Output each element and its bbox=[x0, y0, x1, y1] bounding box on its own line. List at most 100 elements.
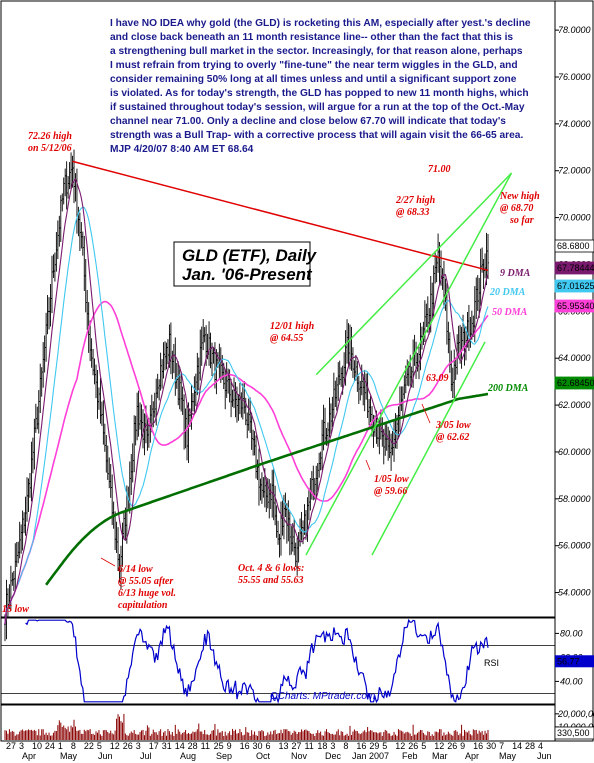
month-label: May bbox=[499, 751, 517, 761]
month-label: Feb bbox=[402, 751, 418, 761]
annotation-dec-high: 12/01 high bbox=[270, 321, 315, 332]
price-badge-label: 67.01625 bbox=[557, 281, 594, 291]
volume-bars bbox=[4, 713, 489, 740]
price-badge bbox=[554, 239, 594, 253]
annotation-may-high: 72.26 high bbox=[28, 131, 72, 142]
price-tick-label: 78.0000 bbox=[558, 25, 591, 35]
day-label: 3 bbox=[330, 741, 335, 751]
price-badge bbox=[554, 299, 594, 313]
day-label: 28 bbox=[188, 741, 198, 751]
rsi-badge bbox=[555, 655, 594, 668]
day-label: 11 bbox=[201, 741, 210, 751]
day-label: 17 bbox=[149, 741, 159, 751]
ma-9-line bbox=[4, 178, 489, 625]
annotation-feb-high: @ 68.33 bbox=[396, 207, 429, 218]
day-label: 27 bbox=[6, 741, 16, 751]
annotation-oct-lows: Oct. 4 & 6 lows: bbox=[238, 563, 304, 574]
day-label: 5 bbox=[97, 741, 102, 751]
price-tick-label: 58.0000 bbox=[558, 494, 591, 504]
channel-lower-line-2 bbox=[305, 172, 513, 556]
annotation-new-high: New high bbox=[499, 191, 540, 202]
volume-tick-label: 20,000,00 bbox=[557, 709, 594, 719]
rsi-path bbox=[25, 618, 489, 704]
annotations: 72.26 high on 5/12/06 6/14 low @ 55.05 a… bbox=[2, 131, 540, 615]
day-label: 5 bbox=[382, 741, 387, 751]
day-label: 30 bbox=[486, 741, 496, 751]
day-label: 28 bbox=[525, 741, 535, 751]
day-label: 18 bbox=[317, 741, 327, 751]
month-label: Apr bbox=[22, 751, 36, 761]
chart-subtitle: Jan. '06-Present bbox=[182, 265, 313, 284]
day-label: 14 bbox=[512, 741, 522, 751]
commentary-line: I have NO IDEA why gold (the GLD) is roc… bbox=[110, 18, 531, 29]
rsi-line bbox=[1, 618, 555, 704]
day-label: 8 bbox=[71, 741, 76, 751]
annotation-jan-low: 1/05 low bbox=[374, 474, 409, 485]
day-label: 1 bbox=[58, 741, 63, 751]
rsi-label: RSI bbox=[484, 658, 499, 668]
label-9dma: 9 DMA bbox=[500, 268, 531, 279]
day-label: 10 bbox=[32, 741, 42, 751]
month-label: Jul bbox=[140, 751, 152, 761]
price-tick-label: 60.0000 bbox=[558, 447, 591, 457]
title-box bbox=[173, 241, 311, 287]
chart-title: GLD (ETF), Daily bbox=[182, 246, 318, 265]
day-label: 16 bbox=[356, 741, 366, 751]
day-label: 9 bbox=[227, 741, 232, 751]
month-label: Nov bbox=[291, 751, 308, 761]
ma-20-line bbox=[4, 206, 489, 625]
day-label: 9 bbox=[460, 741, 465, 751]
annotation-new-high: so far bbox=[509, 215, 534, 226]
annotation-oct-lows: 55.55 and 55.63 bbox=[238, 575, 304, 586]
day-label: 22 bbox=[84, 741, 94, 751]
annotation-mar-low: 3/05 low bbox=[435, 420, 471, 431]
day-label: 13 bbox=[279, 741, 289, 751]
day-label: 27 bbox=[291, 741, 301, 751]
price-bars bbox=[4, 149, 489, 642]
price-tick-label: 72.0000 bbox=[558, 166, 591, 176]
day-labels: 27 3 10 24 1 8 22 5 12 26 3 17 31 14 28 11 25 9 16 30 6 13 27 1… bbox=[6, 741, 543, 751]
day-label: 16 bbox=[240, 741, 250, 751]
price-tick-label: 56.0000 bbox=[558, 541, 591, 551]
commentary: I have NO IDEA why gold (the GLD) is roc… bbox=[110, 18, 531, 155]
price-tick-label: 64.0000 bbox=[558, 353, 591, 363]
overlay-lines bbox=[4, 160, 513, 625]
day-label: 5 bbox=[421, 741, 426, 751]
price-tick-label: 62.0000 bbox=[558, 400, 591, 410]
price-axis-area bbox=[554, 0, 594, 742]
day-label: 24 bbox=[45, 741, 55, 751]
annotation-pointer bbox=[365, 459, 371, 471]
chart-credit: QCharts: MPtrader.com bbox=[270, 691, 375, 702]
day-label: 3 bbox=[19, 741, 24, 751]
price-tick-label: 54.0000 bbox=[558, 588, 591, 598]
day-label: 7 bbox=[499, 741, 504, 751]
annotation-channel-top: 71.00 bbox=[428, 164, 451, 175]
month-label: Jun bbox=[98, 751, 113, 761]
annotation-jan-low: @ 59.66 bbox=[374, 486, 407, 497]
day-label: 11 bbox=[304, 741, 313, 751]
day-label: 31 bbox=[162, 741, 172, 751]
annotation-dec-high: @ 64.55 bbox=[270, 333, 303, 344]
month-label: Aug bbox=[180, 751, 196, 761]
price-badge-label: 65.95340 bbox=[557, 301, 594, 311]
channel-lower-line bbox=[371, 341, 486, 556]
commentary-line: I must refrain from trying to overly "fi… bbox=[110, 60, 518, 71]
commentary-line: strength was a Bull Trap- with a correct… bbox=[110, 130, 523, 141]
month-label: Jan 2007 bbox=[352, 751, 389, 761]
price-badge bbox=[554, 376, 594, 390]
price-badge-label: 68.6800 bbox=[557, 241, 590, 251]
label-20dma: 20 DMA bbox=[489, 287, 526, 298]
commentary-line: and close back beneath an 11 month resis… bbox=[110, 32, 513, 43]
price-tick-label: 70.0000 bbox=[558, 213, 591, 223]
day-label: 26 bbox=[123, 741, 133, 751]
annotation-june-low: 6/13 huge vol. bbox=[118, 588, 176, 599]
annotation-june-low: 6/14 low bbox=[118, 564, 153, 575]
annotation-new-high: @ 68.70 bbox=[500, 203, 533, 214]
day-label: 29 bbox=[369, 741, 379, 751]
price-badge bbox=[554, 261, 594, 275]
price-badges: 68.6800 67.78444 67.01625 65.95340 62.68450 5… bbox=[554, 239, 594, 740]
price-tick-label: 74.0000 bbox=[558, 119, 591, 129]
annotation-pointer bbox=[100, 557, 116, 567]
volume-badge-label: 330,500 bbox=[557, 728, 590, 738]
